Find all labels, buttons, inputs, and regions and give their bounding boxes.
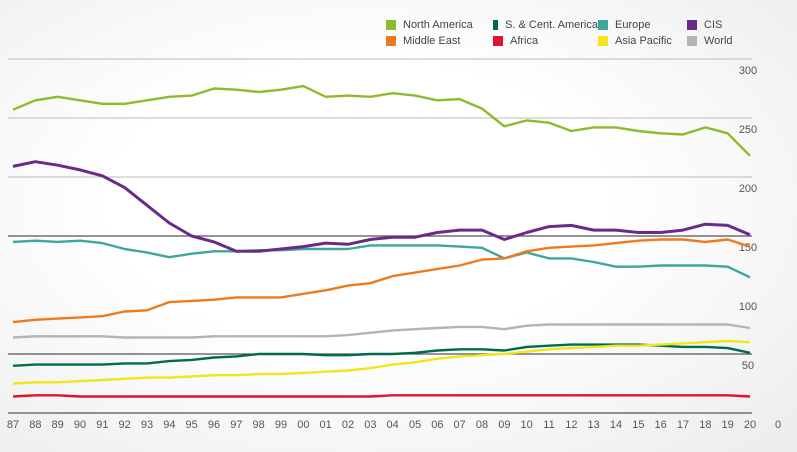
legend-label: CIS xyxy=(704,19,723,31)
x-tick-label: 15 xyxy=(632,419,644,431)
series-line-asia-pacific xyxy=(12,339,751,385)
x-tick-label: 09 xyxy=(498,419,510,431)
x-tick-label: 13 xyxy=(588,419,600,431)
legend-label: World xyxy=(704,35,733,47)
legend-label: Asia Pacific xyxy=(615,35,672,47)
legend-item: North America xyxy=(386,19,493,31)
series-line-africa xyxy=(12,394,751,398)
x-tick-label: 05 xyxy=(409,419,421,431)
x-tick-label: 17 xyxy=(677,419,689,431)
x-tick-label: 93 xyxy=(141,419,153,431)
legend-swatch xyxy=(598,20,608,30)
legend-swatch xyxy=(493,36,503,46)
y-tick-label: 300 xyxy=(739,65,757,77)
legend-item: World xyxy=(687,35,757,47)
legend-swatch xyxy=(687,36,697,46)
x-tick-label: 99 xyxy=(275,419,287,431)
x-tick-label: 95 xyxy=(186,419,198,431)
legend-swatch xyxy=(493,20,499,30)
x-tick-label: 89 xyxy=(52,419,64,431)
x-tick-label: 12 xyxy=(565,419,577,431)
x-tick-label: 94 xyxy=(163,419,175,431)
x-tick-label: 92 xyxy=(119,419,131,431)
x-tick-label: 19 xyxy=(722,419,734,431)
x-tick-label: 98 xyxy=(253,419,265,431)
y-tick-label: 250 xyxy=(739,124,757,136)
legend-item: Asia Pacific xyxy=(598,35,687,47)
x-tick-label: 03 xyxy=(364,419,376,431)
x-tick-label: 06 xyxy=(431,419,443,431)
x-tick-label: 10 xyxy=(521,419,533,431)
x-tick-label: 11 xyxy=(543,419,554,431)
series-line-cis xyxy=(12,160,751,253)
x-tick-label: 88 xyxy=(29,419,41,431)
x-tick-label: 20 xyxy=(744,419,756,431)
series-line-s-cent-america xyxy=(12,343,751,367)
x-tick-label: 04 xyxy=(387,419,399,431)
y-tick-label: 200 xyxy=(739,183,757,195)
legend-swatch xyxy=(687,20,697,30)
legend-label: North America xyxy=(403,19,473,31)
series-line-middle-east xyxy=(12,238,751,324)
x-tick-label: 01 xyxy=(320,419,332,431)
x-tick-label: 08 xyxy=(476,419,488,431)
x-tick-label: 97 xyxy=(230,419,242,431)
legend-item: CIS xyxy=(687,19,757,31)
x-tick-label: 07 xyxy=(454,419,466,431)
series-line-north-america xyxy=(12,84,751,157)
x-tick-label: 00 xyxy=(297,419,309,431)
y-tick-label-zero: 0 xyxy=(775,419,781,431)
series-line-world xyxy=(12,323,751,339)
y-tick-label: 100 xyxy=(739,301,757,313)
legend-swatch xyxy=(386,36,396,46)
legend-swatch xyxy=(598,36,608,46)
x-tick-label: 90 xyxy=(74,419,86,431)
x-tick-label: 02 xyxy=(342,419,354,431)
x-tick-label: 87 xyxy=(7,419,19,431)
legend-label: Middle East xyxy=(403,35,461,47)
x-tick-label: 16 xyxy=(655,419,667,431)
legend-label: S. & Cent. America xyxy=(505,19,598,31)
x-tick-label: 18 xyxy=(699,419,711,431)
legend-item: Europe xyxy=(598,19,687,31)
legend-label: Africa xyxy=(510,35,539,47)
legend-item: Africa xyxy=(493,35,598,47)
y-tick-label: 50 xyxy=(742,360,754,372)
legend-label: Europe xyxy=(615,19,651,31)
legend-swatch xyxy=(386,20,396,30)
x-tick-label: 96 xyxy=(208,419,220,431)
chart-legend: North America S. & Cent. America Europe CIS… xyxy=(386,19,757,47)
x-tick-label: 14 xyxy=(610,419,622,431)
legend-item: S. & Cent. America xyxy=(493,19,598,31)
x-tick-label: 91 xyxy=(96,419,108,431)
series-line-europe xyxy=(12,239,751,279)
legend-item: Middle East xyxy=(386,35,493,47)
